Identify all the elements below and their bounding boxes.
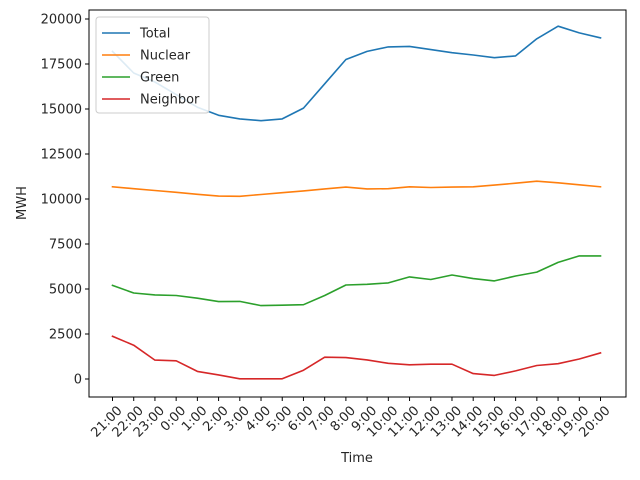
y-tick-label: 5000 [49,283,82,298]
legend: Total Nuclear Green Neighbor [95,16,210,114]
y-tick-label: 10000 [41,193,82,208]
y-tick-label: 0 [74,373,82,388]
y-tick-label: 7500 [49,238,82,253]
series-line-neighbor [111,335,602,380]
series-line-nuclear [111,180,602,198]
legend-label: Total [139,27,170,42]
series-line-green [111,255,602,307]
y-axis: 0 2500 5000 7500 10000 12500 15000 17500 20000 [41,13,89,388]
legend-label: Nuclear [140,49,191,64]
y-axis-label: MWH [15,186,30,220]
legend-label: Neighbor [140,93,200,108]
y-tick-label: 17500 [41,58,82,73]
y-tick-label: 12500 [41,148,82,163]
legend-label: Green [140,71,179,86]
plot-area-frame [88,9,627,398]
x-axis-label: Time [340,451,373,466]
y-tick-label: 20000 [41,13,82,28]
y-tick-label: 2500 [49,328,82,343]
legend-box [95,16,210,114]
y-tick-label: 15000 [41,103,82,118]
